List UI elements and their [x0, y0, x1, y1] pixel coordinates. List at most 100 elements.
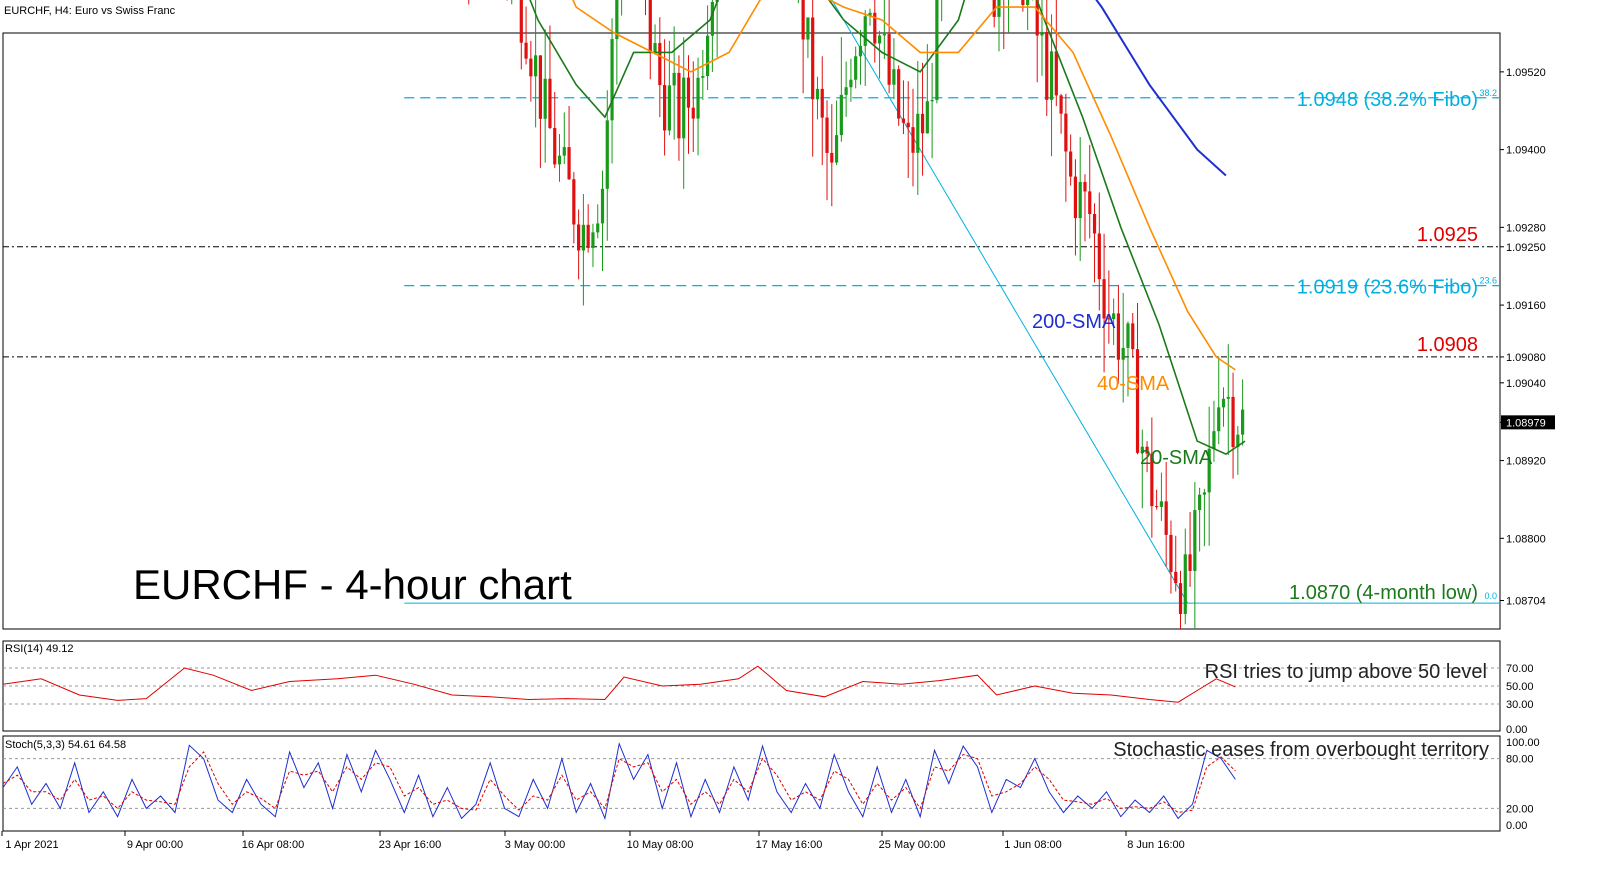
- candlestick: [1102, 233, 1106, 373]
- candlestick: [581, 194, 585, 306]
- candle-body: [920, 113, 925, 134]
- candlestick: [677, 55, 681, 161]
- candlestick: [591, 223, 595, 268]
- candle-body: [925, 101, 929, 134]
- time-axis-label: 9 Apr 00:00: [127, 839, 183, 851]
- candlestick: [1159, 472, 1164, 521]
- candlestick: [1231, 372, 1235, 479]
- candle-body: [1188, 554, 1192, 571]
- candle-body: [663, 85, 667, 131]
- chart-big-title: EURCHF - 4-hour chart: [133, 561, 572, 608]
- candle-body: [605, 120, 609, 189]
- rsi-line: [2, 665, 1236, 703]
- candlestick: [1069, 134, 1073, 186]
- candle-body: [691, 107, 695, 119]
- four-month-low-label: 1.0870 (4-month low): [1289, 582, 1478, 604]
- stochastic-axis-label: 100.00: [1506, 737, 1540, 749]
- fibonacci-level-label: 1.0919 (23.6% Fibo): [1297, 277, 1478, 299]
- candlestick: [658, 17, 662, 118]
- candle-body: [543, 78, 547, 119]
- candle-body: [1155, 506, 1159, 508]
- candle-body: [696, 77, 700, 119]
- candlestick: [1169, 520, 1173, 594]
- candlestick: [882, 0, 886, 59]
- candlestick: [1078, 136, 1082, 262]
- rsi-annotation: RSI tries to jump above 50 level: [1205, 661, 1487, 683]
- candlestick: [653, 24, 657, 55]
- candlestick: [1045, 0, 1049, 116]
- candle-body: [1241, 409, 1245, 435]
- candle-body: [648, 0, 652, 54]
- candlestick: [825, 100, 829, 201]
- candlestick: [811, 0, 815, 157]
- candle-body: [1150, 453, 1154, 507]
- candlestick: [543, 29, 547, 163]
- candle-body: [1145, 446, 1149, 454]
- candle-body: [1064, 113, 1068, 152]
- candle-body: [1183, 554, 1187, 614]
- candle-body: [901, 118, 906, 123]
- candle-body: [1069, 151, 1073, 177]
- candle-body: [586, 224, 590, 248]
- time-axis-label: 23 Apr 16:00: [379, 839, 441, 851]
- candle-body: [538, 55, 543, 119]
- candlestick: [801, 0, 805, 94]
- price-axis-label: 1.09400: [1506, 145, 1546, 157]
- last-price-label: 1.08979: [1506, 417, 1546, 429]
- last-price-box: [1501, 415, 1555, 430]
- price-axis-label: 1.08920: [1506, 456, 1546, 468]
- candlestick: [705, 5, 710, 91]
- horizontal-level-label: 1.0925: [1417, 224, 1478, 246]
- rsi-axis-label: 30.00: [1506, 699, 1534, 711]
- candle-body: [854, 56, 858, 80]
- candlestick: [854, 46, 858, 89]
- price-axis-label: 1.09080: [1506, 352, 1546, 364]
- candle-body: [1202, 492, 1206, 495]
- candlestick: [696, 57, 700, 156]
- candle-body: [806, 17, 810, 40]
- candlestick: [1217, 356, 1221, 445]
- price-axis-label: 1.08800: [1506, 533, 1546, 545]
- candlestick: [830, 104, 834, 207]
- candle-body: [849, 79, 853, 88]
- fibonacci-bottom-tag: 0.0: [1484, 591, 1497, 601]
- rsi-axis-label: 70.00: [1506, 663, 1534, 675]
- candle-body: [1126, 323, 1130, 348]
- candlestick: [1092, 203, 1097, 283]
- candle-body: [710, 1, 714, 36]
- candle-body: [839, 94, 843, 136]
- candlestick: [1178, 570, 1183, 630]
- candle-body: [548, 78, 552, 128]
- candle-body: [1193, 510, 1197, 571]
- candlestick: [1174, 535, 1178, 592]
- candle-body: [992, 0, 996, 17]
- candlestick: [710, 0, 714, 72]
- candle-body: [1212, 431, 1216, 449]
- candle-body: [887, 34, 891, 85]
- candlestick: [897, 65, 901, 126]
- candlestick: [553, 92, 557, 169]
- candlestick: [1207, 406, 1211, 546]
- candlestick: [930, 62, 934, 159]
- candlestick: [887, 0, 891, 94]
- candle-body: [1054, 51, 1058, 96]
- candlestick: [600, 170, 605, 272]
- sma-20-label: 20-SMA: [1140, 447, 1213, 469]
- candle-body: [930, 100, 934, 102]
- candlestick: [1040, 0, 1044, 76]
- candlestick: [1059, 93, 1063, 134]
- candle-body: [1140, 446, 1144, 453]
- sma-40-line: [572, 0, 1236, 371]
- sma-20-line: [529, 0, 1246, 456]
- price-axis-label: 1.09640: [1506, 0, 1546, 1]
- candle-body: [873, 12, 877, 44]
- candlestick: [815, 76, 820, 120]
- candlestick: [596, 204, 600, 239]
- candle-body: [825, 117, 829, 153]
- rsi-pane-title: RSI(14) 49.12: [5, 643, 73, 655]
- candle-body: [567, 147, 571, 180]
- candle-body: [1159, 501, 1164, 507]
- candlestick: [1188, 512, 1192, 587]
- candlestick: [1226, 344, 1230, 456]
- candle-body: [882, 34, 886, 36]
